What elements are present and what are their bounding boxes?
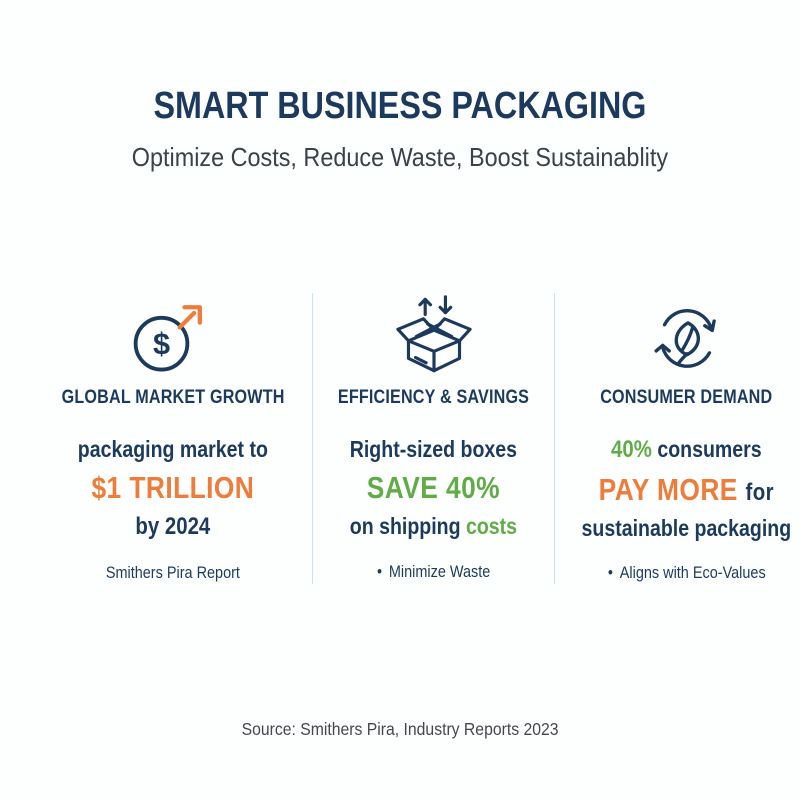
- column-footnote: Smithers Pira Report: [106, 563, 241, 583]
- column-efficiency-savings: EFFICIENCY & SAVINGS Right-sized boxes S…: [312, 292, 554, 585]
- bullet-icon: •: [607, 563, 613, 583]
- header-section: SMART BUSINESS PACKAGING Optimize Costs,…: [0, 0, 800, 173]
- column-stat: packaging market to $1 TRILLION by 2024: [42, 409, 304, 544]
- column-header: CONSUMER DEMAND: [600, 386, 773, 408]
- page-subtitle-text: Optimize Costs, Reduce Waste, Boost Sust…: [131, 141, 669, 172]
- page-title-text: SMART BUSINESS PACKAGING: [153, 85, 647, 127]
- svg-text:$: $: [153, 327, 170, 361]
- stat-highlight: SAVE 40%: [367, 470, 501, 506]
- column-icon-box: [321, 293, 546, 379]
- column-header: GLOBAL MARKET GROWTH: [61, 386, 285, 408]
- stat-line: Right-sized boxes: [350, 436, 518, 463]
- page-title: SMART BUSINESS PACKAGING: [0, 85, 800, 128]
- stat-highlight: PAY MORE: [598, 471, 739, 507]
- column-stat: Right-sized boxes SAVE 40% on shipping c…: [321, 409, 546, 542]
- stat-line: sustainable packaging: [581, 514, 792, 541]
- stat-highlight: 40%: [611, 436, 653, 464]
- stat-line: packaging market to: [78, 436, 269, 463]
- column-header: EFFICIENCY & SAVINGS: [338, 386, 530, 408]
- page-subtitle: Optimize Costs, Reduce Waste, Boost Sust…: [0, 141, 800, 173]
- stat-highlight: costs: [466, 513, 518, 540]
- bullet-icon: •: [377, 561, 383, 581]
- stat-line: by 2024: [135, 513, 211, 541]
- stat-line: PAY MORE for: [598, 471, 775, 507]
- column-icon-box: [563, 293, 800, 379]
- column-footnote: • Aligns with Eco-Values: [607, 563, 766, 583]
- stat-highlight: $1 TRILLION: [91, 470, 255, 506]
- column-stat: 40% consumers PAY MORE for sustainable p…: [563, 409, 800, 544]
- column-consumer-demand: CONSUMER DEMAND 40% consumers PAY MORE f…: [554, 292, 800, 585]
- column-footnote: • Minimize Waste: [377, 561, 491, 581]
- stat-line: on shipping costs: [350, 513, 518, 540]
- column-global-market-growth: $ GLOBAL MARKET GROWTH packaging market …: [34, 293, 312, 585]
- source-text: Source: Smithers Pira, Industry Reports …: [241, 719, 559, 740]
- box-right-size-icon: [390, 295, 478, 376]
- column-icon-box: $: [42, 293, 304, 379]
- stats-columns: $ GLOBAL MARKET GROWTH packaging market …: [34, 292, 791, 585]
- leaf-cycle-icon: [644, 298, 730, 374]
- dollar-growth-icon: $: [127, 295, 219, 377]
- stat-line: 40% consumers: [611, 436, 762, 464]
- source-footer: Source: Smithers Pira, Industry Reports …: [0, 719, 800, 740]
